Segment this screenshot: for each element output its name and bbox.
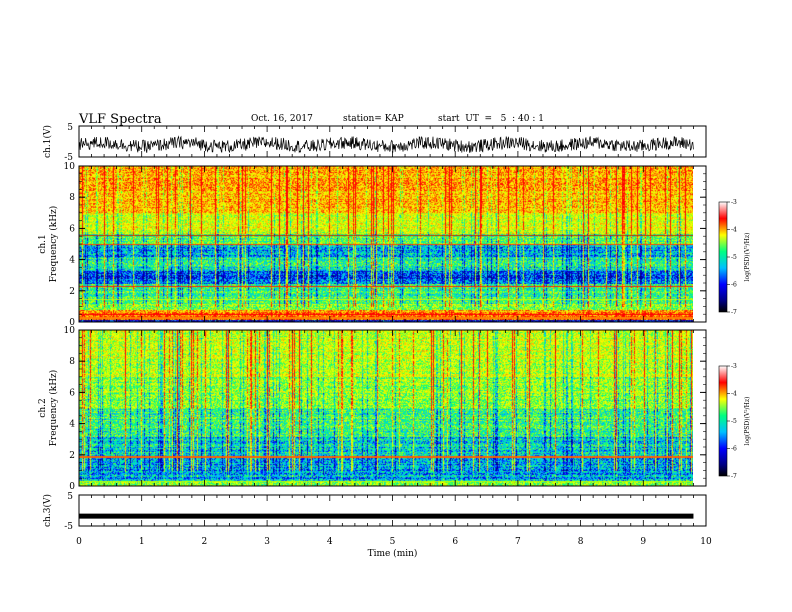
ch2-colorbar-tick-label: -5 — [731, 418, 737, 425]
ch1-wave-ytick-tick-label: -5 — [64, 153, 73, 163]
x-axis-label: Time (min) — [368, 548, 418, 559]
x-tick-label: 1 — [139, 537, 145, 547]
x-tick-label: 9 — [640, 537, 646, 547]
ch3-wave-ytick-tick-label: -5 — [64, 522, 73, 532]
ch1-ytick-tick-label: 0 — [69, 318, 75, 328]
ch1-colorbar-tick-label: -6 — [731, 282, 737, 289]
ch2-spectrogram-image — [79, 330, 693, 486]
ch1-ytick-tick-label: 6 — [69, 224, 75, 234]
ch2-colorbar-tick-label: -4 — [731, 391, 737, 398]
ch1-ytick-tick-label: 10 — [64, 162, 76, 172]
x-tick-label: 6 — [452, 537, 458, 547]
ch2-ylabel-channel: ch.2 — [38, 398, 48, 417]
x-tick-label: 4 — [327, 537, 333, 547]
ch2-ylabel-frequency: Frequency (kHz) — [48, 370, 59, 447]
ch3-wave-ytick-tick-label: 5 — [67, 492, 73, 502]
x-tick-label: 5 — [390, 537, 396, 547]
ch2-colorbar-label: log(PSD)(V²/Hz) — [744, 397, 751, 446]
ch2-ytick-tick-label: 8 — [69, 357, 75, 367]
figure-title: VLF Spectra — [79, 112, 162, 127]
ch1-ytick-tick-label: 2 — [69, 287, 75, 297]
ch2-ytick-tick-label: 0 — [69, 482, 75, 492]
ch2-colorbar-tick-label: -3 — [731, 363, 737, 370]
date-label: Oct. 16, 2017 — [251, 114, 313, 124]
ch3-waveform-ylabel: ch.3(V) — [42, 494, 53, 527]
ch1-colorbar-label: log(PSD)(V²/Hz) — [744, 233, 751, 282]
ch2-colorbar — [718, 365, 728, 477]
x-tick-label: 0 — [76, 537, 82, 547]
ch2-ytick-tick-label: 10 — [64, 326, 76, 336]
ch1-ytick-tick-label: 4 — [69, 256, 75, 266]
x-tick-label: 7 — [515, 537, 521, 547]
ch1-ytick-tick-label: 8 — [69, 193, 75, 203]
ch1-colorbar-tick-label: -4 — [731, 227, 737, 234]
ch2-ytick-tick-label: 6 — [69, 388, 75, 398]
start-time-label: start UT = 5 : 40 : 1 — [438, 114, 544, 124]
ch1-colorbar — [718, 201, 728, 313]
station-label: station= KAP — [343, 114, 404, 124]
ch1-ylabel-frequency: Frequency (kHz) — [48, 206, 59, 283]
ch1-spectrogram-image — [79, 166, 693, 322]
ch1-waveform-line — [78, 135, 694, 154]
ch2-colorbar-tick-label: -7 — [731, 473, 737, 480]
ch1-wave-ytick-tick-label: 5 — [67, 123, 73, 133]
ch1-colorbar-tick-label: -3 — [731, 199, 737, 206]
ch1-colorbar-tick-label: -7 — [731, 309, 737, 316]
ch2-ytick-tick-label: 4 — [69, 420, 75, 430]
ch1-colorbar-tick-label: -5 — [731, 254, 737, 261]
ch1-waveform-ylabel: ch.1(V) — [42, 125, 53, 158]
x-tick-label: 10 — [700, 537, 712, 547]
ch2-ytick-tick-label: 2 — [69, 451, 75, 461]
x-tick-label: 8 — [578, 537, 584, 547]
x-tick-label: 2 — [202, 537, 208, 547]
ch1-ylabel-channel: ch.1 — [38, 234, 48, 253]
ch2-colorbar-tick-label: -6 — [731, 446, 737, 453]
x-tick-label: 3 — [264, 537, 270, 547]
